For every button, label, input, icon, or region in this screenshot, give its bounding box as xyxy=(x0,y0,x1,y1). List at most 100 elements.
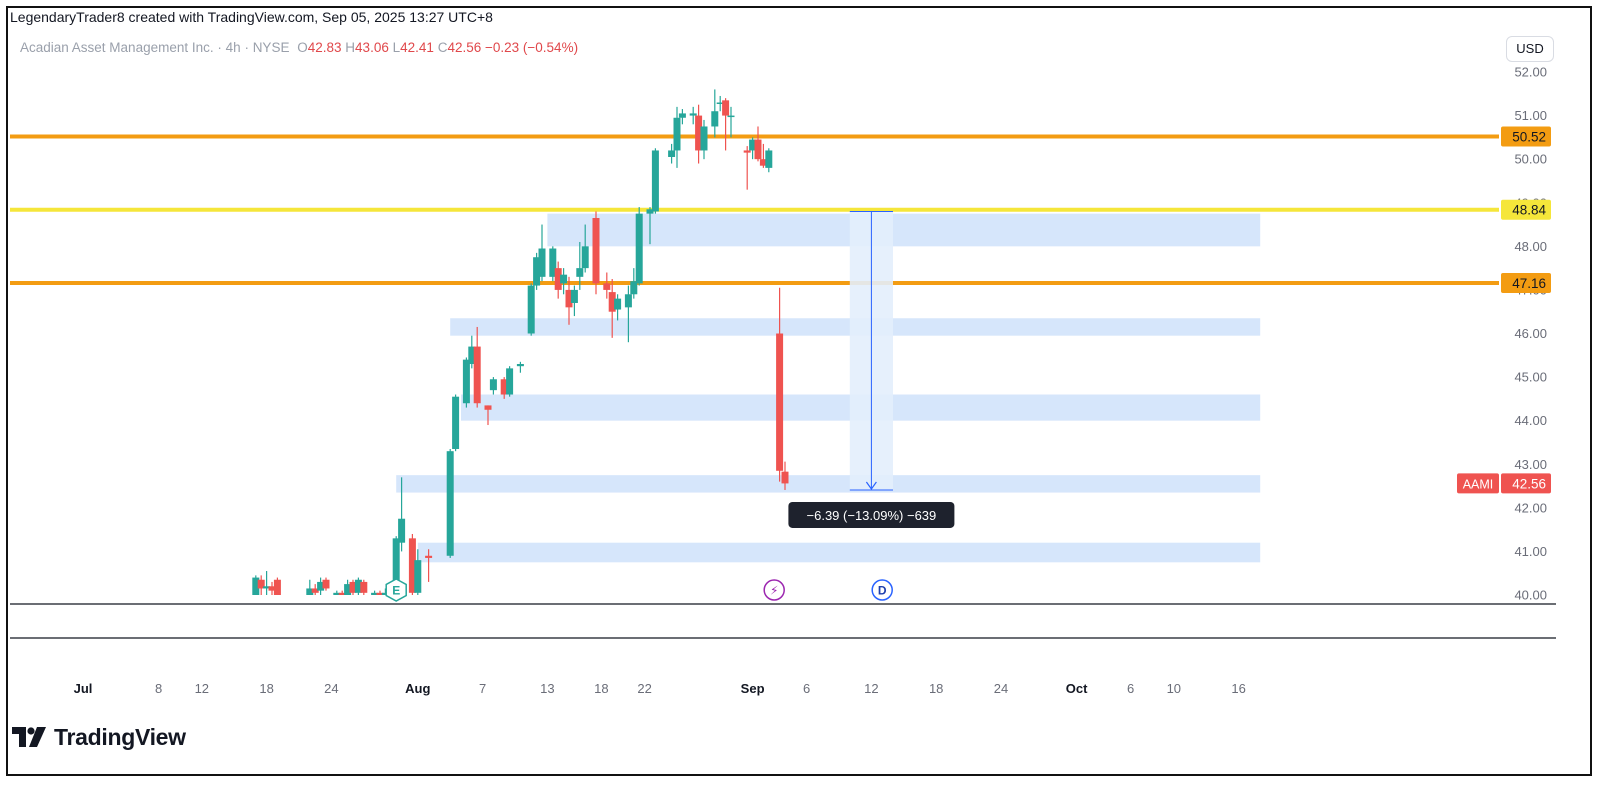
y-axis-tick-label: 48.00 xyxy=(1514,239,1547,254)
candle-body xyxy=(408,538,416,593)
close-value: 42.56 xyxy=(447,40,482,55)
symbol-name: Acadian Asset Management Inc. xyxy=(20,40,214,55)
candle-body xyxy=(743,150,751,153)
candle-body xyxy=(473,346,481,404)
markers-layer: E ⚡ D xyxy=(385,578,893,602)
currency-button[interactable]: USD xyxy=(1506,36,1554,62)
levels-layer xyxy=(10,134,1499,285)
dividend-marker-icon xyxy=(871,579,893,601)
support-resistance-zone xyxy=(547,213,1261,247)
x-axis-tick-label: Aug xyxy=(405,681,430,696)
open-label: O xyxy=(297,40,308,55)
candle-body xyxy=(425,555,433,558)
candle-body xyxy=(592,218,600,284)
candle-body xyxy=(333,592,341,595)
x-axis-tick-label: 6 xyxy=(803,681,810,696)
candle-body xyxy=(727,115,735,118)
candle-body xyxy=(252,577,260,595)
candle-body xyxy=(678,113,686,118)
candle-body xyxy=(614,298,622,310)
level-price-label: 47.16 xyxy=(1512,276,1546,291)
candle-body xyxy=(581,246,589,269)
candle-body xyxy=(371,592,379,595)
candle-body xyxy=(506,368,514,395)
candle-body xyxy=(414,560,422,593)
x-axis-tick-label: 16 xyxy=(1231,681,1245,696)
x-axis-tick-label: Oct xyxy=(1066,681,1088,696)
header-caption: LegendaryTrader8 created with TradingVie… xyxy=(10,9,493,25)
candle-body xyxy=(673,117,681,151)
earnings-marker-icon xyxy=(385,578,407,602)
measure-tooltip-box xyxy=(788,501,955,528)
symbol-exchange: NYSE xyxy=(252,40,290,55)
x-axis-tick-label: 8 xyxy=(155,681,162,696)
candle-body xyxy=(344,584,352,595)
candle-body xyxy=(398,518,406,543)
split-marker-icon xyxy=(763,579,785,601)
candle-body xyxy=(765,150,773,168)
level-price-label-bg xyxy=(1501,272,1551,293)
candle-body xyxy=(630,281,638,295)
y-axis-tick-label: 51.00 xyxy=(1514,108,1547,123)
candle-body xyxy=(527,285,535,334)
candle-body xyxy=(338,592,346,595)
candle-body xyxy=(468,346,476,365)
tradingview-logo[interactable]: TradingView xyxy=(12,723,186,751)
candle-body xyxy=(257,579,265,589)
x-axis-tick-label: 7 xyxy=(479,681,486,696)
low-label: L xyxy=(392,40,401,55)
candle-body xyxy=(381,592,389,595)
tradingview-logo-icon xyxy=(12,727,46,747)
y-axis-tick-label: 41.00 xyxy=(1514,544,1547,559)
level-price-label-bg xyxy=(1501,126,1551,147)
y-axis-tick-label: 44.00 xyxy=(1514,413,1547,428)
candle-body xyxy=(635,213,643,284)
x-axis-tick-label: 18 xyxy=(259,681,273,696)
last-price-label: 42.56 xyxy=(1512,476,1546,491)
level-price-label: 50.52 xyxy=(1512,130,1546,145)
change-value: −0.23 (−0.54%) xyxy=(485,40,579,55)
candle-body xyxy=(695,115,703,151)
x-axis-tick-label: 18 xyxy=(594,681,608,696)
labels-layer: −6.39 (−13.09%) −639 50.52 48.84 47.16 AAMI 4… xyxy=(788,126,1551,528)
candle-body xyxy=(317,581,325,591)
candle-body xyxy=(554,268,562,290)
candle-body xyxy=(549,248,557,277)
candle-body xyxy=(446,451,454,556)
candle-body xyxy=(484,405,492,410)
earnings-marker-label: E xyxy=(392,584,400,598)
y-axis-tick-label: 40.00 xyxy=(1514,588,1547,603)
candle-body xyxy=(722,100,730,116)
candle-body xyxy=(560,274,568,284)
y-axis-tick-label: 42.00 xyxy=(1514,500,1547,515)
x-axis-tick-label: 18 xyxy=(929,681,943,696)
candle-body xyxy=(689,113,697,116)
candle-body xyxy=(489,379,497,391)
candle-body xyxy=(306,588,314,595)
low-value: 42.41 xyxy=(400,40,434,55)
x-axis-tick-label: 6 xyxy=(1127,681,1134,696)
last-price-symbol-bg xyxy=(1457,473,1499,494)
x-axis-tick-label: 22 xyxy=(637,681,651,696)
axes-layer: 52.0051.0050.0049.0048.0047.0046.0045.00… xyxy=(10,65,1556,696)
candle-body xyxy=(268,586,276,591)
candle-body xyxy=(263,586,271,589)
symbol-legend: Acadian Asset Management Inc. · 4h · NYS… xyxy=(20,40,578,55)
candle-body xyxy=(500,379,508,395)
candle-body xyxy=(392,538,400,593)
candles-layer xyxy=(252,89,789,595)
last-price-symbol: AAMI xyxy=(1463,477,1494,491)
x-axis-tick-label: 12 xyxy=(864,681,878,696)
y-axis-tick-label: 45.00 xyxy=(1514,370,1547,385)
candle-body xyxy=(516,364,524,367)
y-axis-tick-label: 46.00 xyxy=(1514,326,1547,341)
candle-body xyxy=(322,579,330,589)
symbol-interval: 4h xyxy=(225,40,241,55)
candle-body xyxy=(570,289,578,303)
candle-body xyxy=(776,333,784,471)
candle-body xyxy=(360,581,368,593)
measure-layer xyxy=(849,210,893,491)
chart-frame xyxy=(6,6,1592,776)
candle-body xyxy=(754,139,762,160)
